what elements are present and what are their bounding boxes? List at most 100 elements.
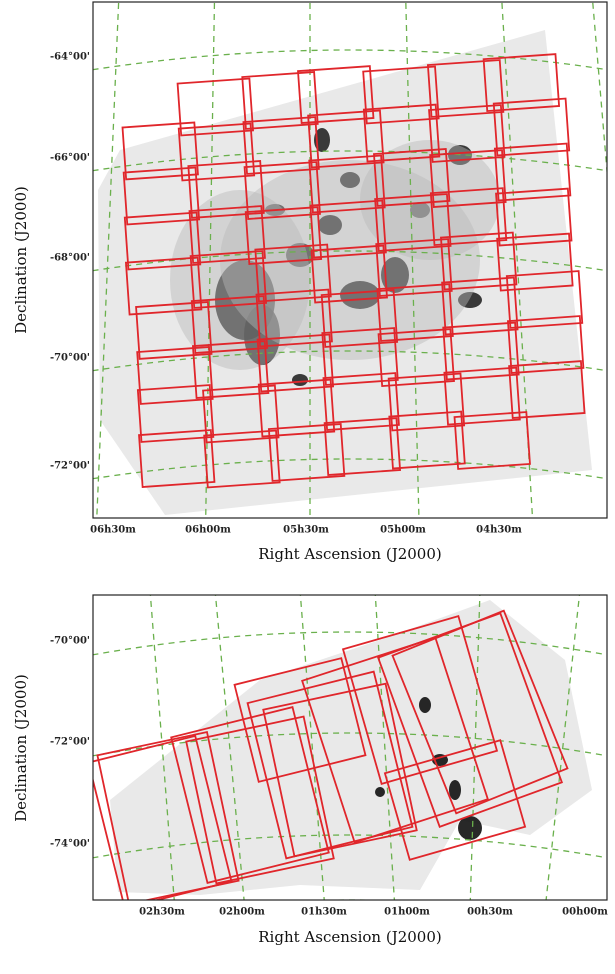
emission	[458, 816, 482, 840]
survey-field	[202, 384, 280, 444]
coordinate-grid	[93, 834, 607, 859]
survey-field	[341, 615, 499, 785]
survey-field	[387, 372, 466, 432]
survey-field	[189, 250, 268, 309]
survey-field	[123, 211, 202, 271]
survey-field	[233, 657, 367, 783]
map-panel	[93, 595, 607, 900]
coordinate-grid	[149, 595, 175, 900]
survey-field	[321, 327, 399, 386]
emission	[340, 281, 380, 309]
survey-field	[495, 187, 573, 247]
survey-field	[136, 346, 214, 405]
survey-field	[138, 429, 216, 488]
coordinate-grid	[214, 595, 245, 900]
survey-field	[362, 103, 441, 163]
survey-field	[243, 161, 321, 220]
survey-field	[441, 276, 519, 336]
survey-field	[255, 288, 333, 348]
survey-field	[505, 270, 584, 329]
x-tick-label: 00h30m	[467, 907, 513, 918]
emission	[458, 292, 482, 308]
coordinate-grid	[93, 150, 607, 172]
coordinate-grid	[592, 2, 607, 179]
survey-field	[429, 149, 507, 208]
coordinate-grid	[469, 595, 481, 900]
survey-field	[188, 205, 266, 264]
survey-field	[508, 360, 586, 419]
coordinate-grid	[93, 350, 607, 372]
survey-field	[170, 706, 330, 884]
survey-field	[96, 730, 240, 900]
x-tick-label: 02h30m	[139, 907, 185, 918]
survey-field	[308, 154, 386, 214]
coordinate-grid	[93, 49, 607, 71]
survey-field	[373, 148, 451, 207]
survey-field	[262, 682, 418, 858]
survey-field	[122, 166, 201, 226]
y-axis-label: Declination (J2000)	[12, 186, 30, 334]
x-tick-label: 01h30m	[301, 907, 347, 918]
x-tick-label: 05h00m	[380, 525, 426, 536]
survey-field	[191, 340, 270, 399]
survey-field	[320, 289, 399, 348]
survey-field	[376, 612, 564, 828]
panel-frame	[92, 594, 608, 901]
emission	[318, 215, 342, 235]
survey-field	[506, 315, 585, 374]
survey-field	[93, 734, 233, 900]
survey-field	[439, 231, 518, 291]
x-tick-label: 06h00m	[185, 525, 231, 536]
y-axis-label: Declination (J2000)	[12, 674, 30, 822]
survey-field	[391, 609, 569, 815]
x-tick-label: 05h30m	[283, 525, 329, 536]
survey-field	[242, 116, 320, 175]
y-tick-label: -68°00'	[50, 253, 90, 264]
emission	[410, 202, 430, 218]
x-tick-label: 06h30m	[90, 525, 136, 536]
survey-field	[203, 429, 281, 489]
emission	[340, 172, 360, 188]
survey-field	[177, 122, 256, 182]
survey-field	[362, 65, 440, 125]
emission	[419, 697, 431, 713]
y-tick-label: -66°00'	[50, 153, 90, 164]
survey-field	[492, 97, 571, 157]
survey-field	[246, 670, 414, 860]
survey-field	[297, 65, 375, 124]
map-panel	[93, 2, 607, 518]
y-tick-label: -70°00'	[50, 353, 90, 364]
survey-field	[426, 59, 505, 118]
survey-field	[241, 71, 319, 130]
survey-field	[254, 243, 332, 303]
y-tick-label: -72°00'	[50, 461, 90, 472]
coordinate-grid	[93, 631, 607, 656]
y-tick-label: -74°00'	[50, 839, 90, 850]
diffuse-emission	[360, 140, 500, 260]
survey-field	[190, 295, 269, 354]
coordinate-grid	[93, 250, 607, 272]
survey-field	[429, 187, 508, 247]
y-tick-label: -64°00'	[50, 52, 90, 63]
survey-field	[309, 199, 387, 259]
x-axis-label: Right Ascension (J2000)	[258, 928, 441, 946]
survey-field	[442, 321, 520, 381]
survey-field	[244, 206, 323, 265]
survey-field	[482, 53, 561, 112]
survey-field	[443, 366, 521, 426]
survey-field	[374, 193, 452, 252]
coordinate-grid	[299, 595, 325, 900]
panel-frame	[92, 1, 608, 519]
survey-field	[256, 333, 335, 393]
x-tick-label: 01h00m	[384, 907, 430, 918]
coordinate-grid	[545, 595, 581, 900]
survey-field	[377, 328, 455, 387]
x-tick-label: 00h00m	[562, 907, 608, 918]
survey-field	[124, 256, 203, 316]
survey-field	[428, 104, 506, 163]
survey-field	[453, 411, 531, 470]
y-tick-label: -70°00'	[50, 636, 90, 647]
survey-field	[307, 109, 385, 169]
